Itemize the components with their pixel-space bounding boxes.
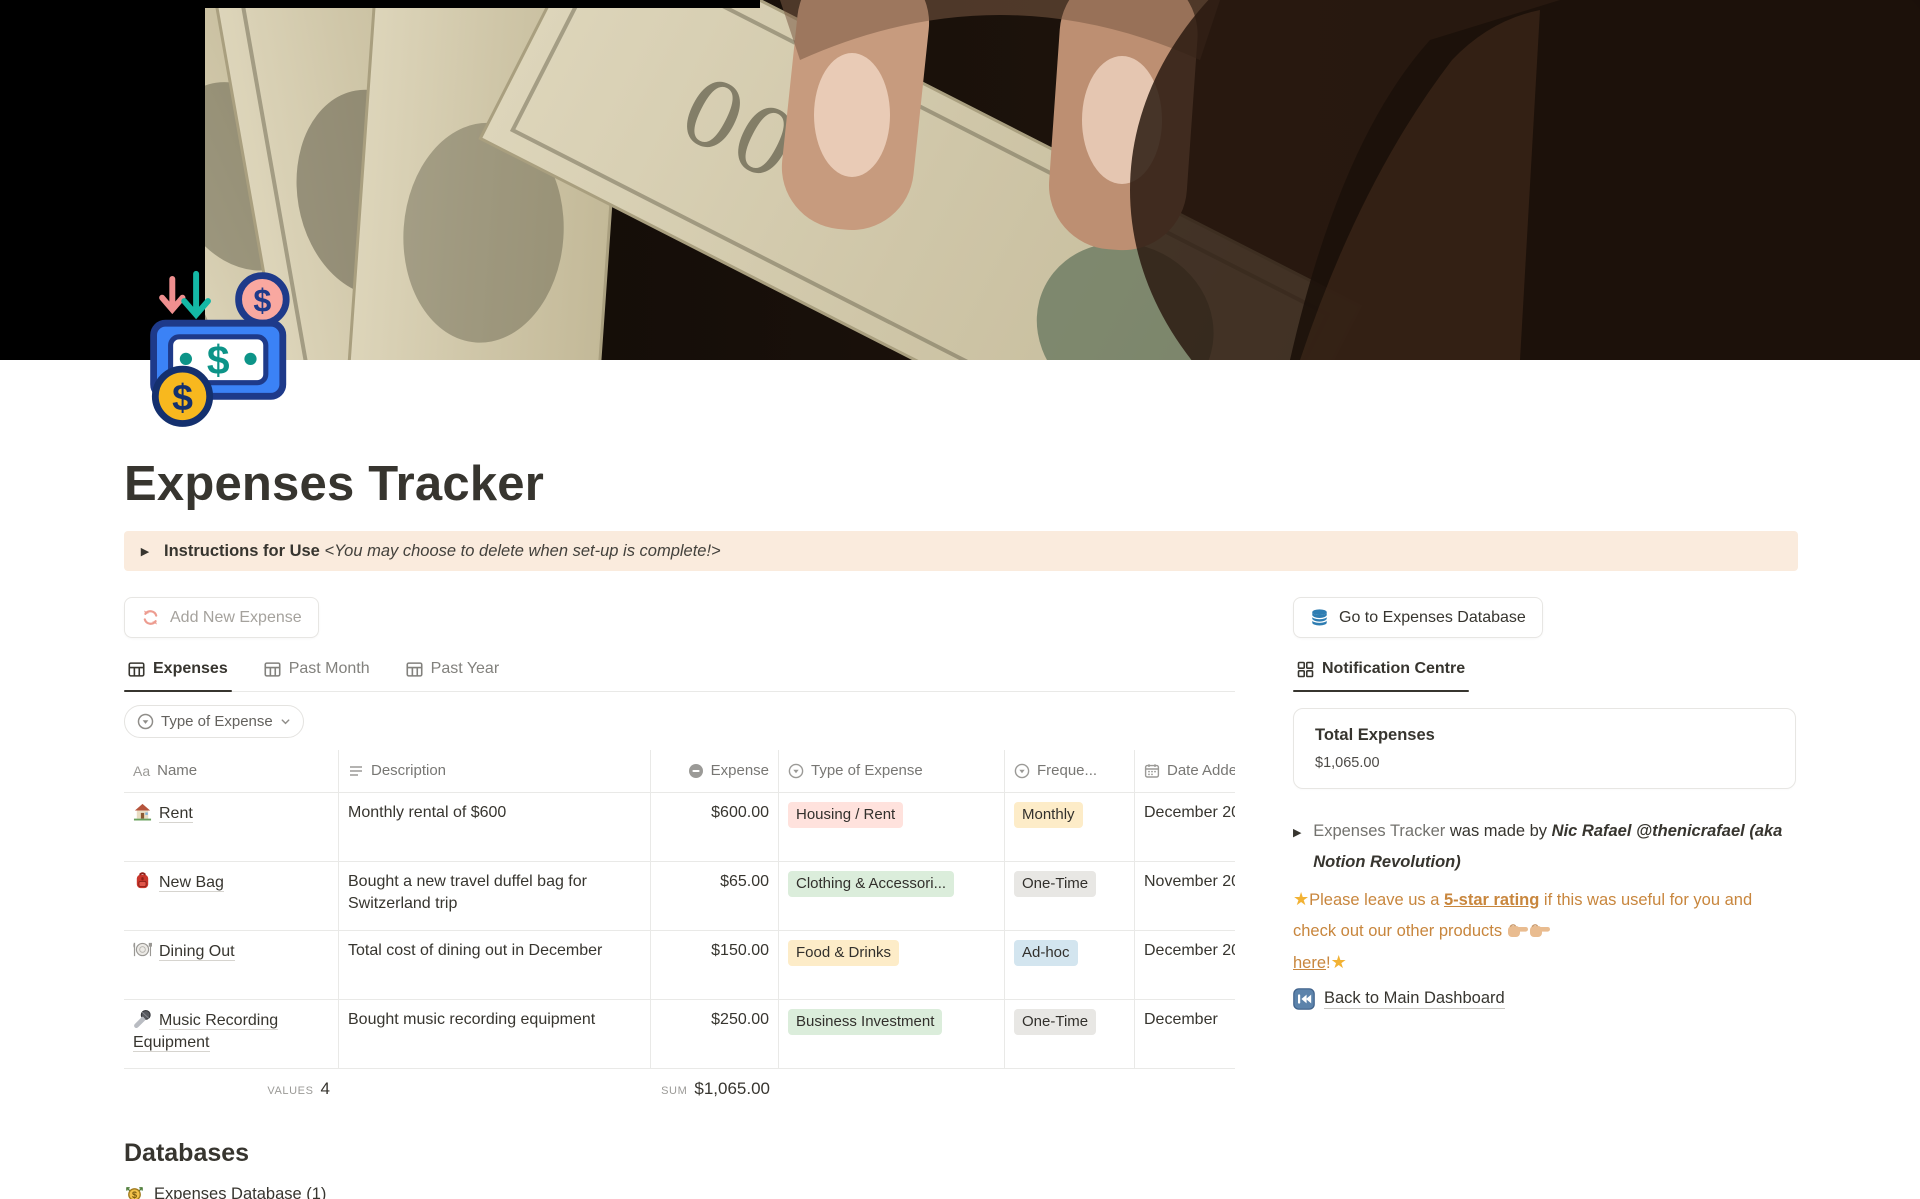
star-icon: ★ <box>1330 952 1347 972</box>
type-tag: Clothing & Accessori... <box>788 871 955 897</box>
type-tag: Housing / Rent <box>788 802 904 828</box>
row-date[interactable]: December 2023 <box>1144 942 1235 959</box>
calendar-icon <box>1144 764 1160 778</box>
row-description[interactable]: Total cost of dining out in December <box>339 931 651 999</box>
rating-request-text: ★Please leave us a 5-star rating if this… <box>1293 889 1753 972</box>
coin-hand-icon: $ <box>126 1187 143 1199</box>
microphone-icon <box>134 1009 151 1028</box>
row-date[interactable]: December <box>1144 1011 1218 1028</box>
frequency-tag: Ad-hoc <box>1014 940 1078 966</box>
back-to-dashboard-link[interactable]: Back to Main Dashboard <box>1293 988 1796 1010</box>
tab-expenses[interactable]: Expenses <box>124 648 232 692</box>
column-header-date[interactable]: Date Added <box>1135 750 1235 792</box>
row-expense[interactable]: $600.00 <box>651 793 779 861</box>
callout-text: Instructions for Use <You may choose to … <box>164 541 721 560</box>
row-date[interactable]: November 2023 <box>1144 873 1235 890</box>
svg-text:$: $ <box>132 1190 137 1199</box>
chevron-down-icon <box>281 719 290 725</box>
select-property-icon <box>1014 763 1030 779</box>
row-name-link: Music Recording Equipment <box>133 1012 279 1052</box>
tab-past-month[interactable]: Past Month <box>260 648 374 691</box>
type-of-expense-filter[interactable]: Type of Expense <box>124 705 304 738</box>
row-name-link: New Bag <box>159 874 224 892</box>
table-row: Dining Out Total cost of dining out in D… <box>124 931 1235 1000</box>
row-expense[interactable]: $65.00 <box>651 862 779 930</box>
row-description[interactable]: Monthly rental of $600 <box>339 793 651 861</box>
frequency-tag: Monthly <box>1014 802 1083 828</box>
expenses-database-link[interactable]: $ Expenses Database (1) <box>124 1184 1920 1199</box>
row-name-link: Rent <box>159 805 193 823</box>
toggle-triangle-icon[interactable]: ▶ <box>140 545 150 558</box>
table-view-icon <box>406 661 423 677</box>
column-header-type[interactable]: Type of Expense <box>779 750 1005 792</box>
column-header-expense[interactable]: Expense <box>651 750 779 792</box>
card-value: $1,065.00 <box>1315 755 1380 771</box>
sum-total[interactable]: SUM $1,065.00 <box>661 1079 770 1098</box>
page-money-icon[interactable]: $ $ $ <box>140 262 310 432</box>
table-row: Music Recording Equipment Bought music r… <box>124 1000 1235 1069</box>
five-star-rating-link[interactable]: 5-star rating <box>1443 891 1540 909</box>
plate-cutlery-icon <box>133 942 152 957</box>
type-tag: Business Investment <box>788 1009 943 1035</box>
house-icon <box>133 803 152 821</box>
total-expenses-card[interactable]: Total Expenses $1,065.00 <box>1293 708 1796 789</box>
frequency-tag: One-Time <box>1014 871 1097 897</box>
here-link[interactable]: here <box>1293 954 1327 972</box>
money-photo-illustration: 100 <box>0 0 1920 360</box>
row-name-link: Dining Out <box>159 943 235 961</box>
backpack-icon <box>136 872 149 889</box>
expenses-table: Aa Name Description Expense Type of Expen… <box>124 750 1235 1113</box>
star-icon: ★ <box>1293 889 1310 909</box>
number-property-icon <box>688 764 703 778</box>
svg-text:$: $ <box>253 282 271 318</box>
instructions-callout[interactable]: ▶ Instructions for Use <You may choose t… <box>124 531 1798 571</box>
recurring-arrows-icon <box>143 610 158 625</box>
table-header-row: Aa Name Description Expense Type of Expen… <box>124 750 1235 793</box>
frequency-tag: One-Time <box>1014 1009 1097 1035</box>
cover-image: 100 <box>0 0 1920 360</box>
pointing-right-icon <box>1529 924 1550 937</box>
pointing-right-icon <box>1507 924 1528 937</box>
credit-toggle-block: ▶ Expenses Tracker was made by Nic Rafae… <box>1293 816 1796 878</box>
credit-text: Expenses Tracker was made by Nic Rafael … <box>1313 822 1783 871</box>
select-property-icon <box>788 763 804 779</box>
skip-back-icon <box>1293 988 1315 1010</box>
svg-text:$: $ <box>172 376 193 418</box>
go-to-expenses-database-button[interactable]: Go to Expenses Database <box>1293 597 1543 638</box>
table-view-icon <box>264 661 281 677</box>
sidebar-tabs: Notification Centre <box>1293 648 1796 692</box>
column-header-frequency[interactable]: Freque... <box>1005 750 1135 792</box>
table-row: Rent Monthly rental of $600 $600.00 Hous… <box>124 793 1235 862</box>
row-date[interactable]: December 2023 <box>1144 804 1235 821</box>
select-property-icon <box>137 713 154 730</box>
values-count[interactable]: VALUES 4 <box>267 1079 330 1098</box>
table-row: New Bag Bought a new travel duffel bag f… <box>124 862 1235 931</box>
column-header-name[interactable]: Aa Name <box>124 750 339 792</box>
row-description[interactable]: Bought music recording equipment <box>339 1000 651 1068</box>
add-new-expense-button[interactable]: Add New Expense <box>124 597 319 638</box>
databases-heading: Databases <box>124 1139 250 1167</box>
toggle-triangle-icon[interactable]: ▶ <box>1293 827 1302 839</box>
text-property-icon: Aa <box>133 763 151 779</box>
row-description[interactable]: Bought a new travel duffel bag for Switz… <box>339 862 651 930</box>
page-title: Expenses Tracker <box>124 457 544 511</box>
column-header-description[interactable]: Description <box>339 750 651 792</box>
table-view-icon <box>128 661 145 677</box>
database-icon <box>1311 609 1328 626</box>
card-title: Total Expenses <box>1315 726 1435 744</box>
tab-notification-centre[interactable]: Notification Centre <box>1293 648 1470 692</box>
row-expense[interactable]: $250.00 <box>651 1000 779 1068</box>
view-tabs: Expenses Past Month Past Year <box>124 648 1235 692</box>
gallery-view-icon <box>1297 661 1314 677</box>
text-lines-icon <box>350 766 362 776</box>
row-expense[interactable]: $150.00 <box>651 931 779 999</box>
type-tag: Food & Drinks <box>788 940 900 966</box>
table-footer: VALUES 4 SUM $1,065.00 <box>124 1069 1235 1113</box>
svg-text:$: $ <box>207 337 230 383</box>
tab-past-year[interactable]: Past Year <box>402 648 504 691</box>
